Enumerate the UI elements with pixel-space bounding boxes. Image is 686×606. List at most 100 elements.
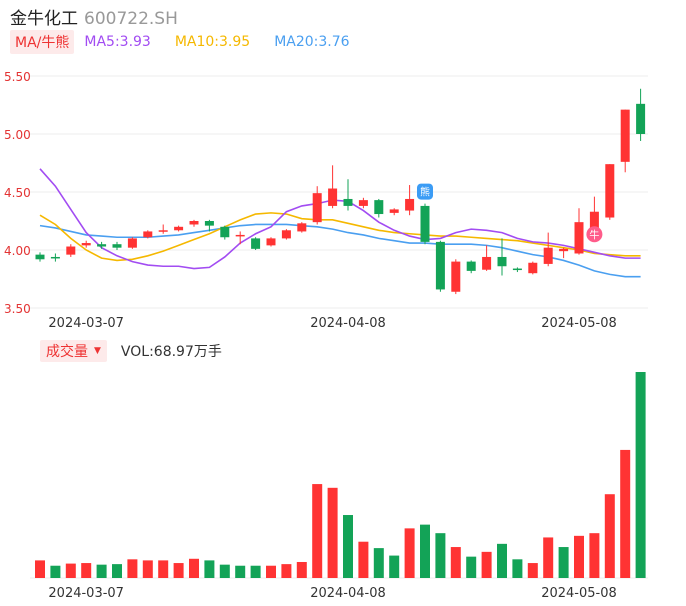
candle-body [251, 238, 261, 249]
volume-bar [620, 449, 631, 578]
ma20-legend: MA20:3.76 [274, 34, 350, 50]
price-tick-label: 3.50 [4, 302, 31, 316]
candle-body [50, 256, 60, 259]
volume-date-tick-label: 2024-05-08 [541, 586, 617, 601]
candle-body [158, 230, 168, 232]
ma20-line [39, 223, 641, 278]
volume-bar [189, 558, 199, 578]
volume-bar [327, 487, 338, 578]
volume-bar [404, 528, 415, 578]
volume-bar [281, 564, 292, 578]
volume-bar [450, 547, 461, 578]
candle-body [589, 211, 599, 228]
volume-bar [466, 556, 477, 578]
volume-bar [527, 563, 538, 578]
candle-body [636, 103, 646, 134]
candle-body [358, 200, 368, 206]
volume-bar [389, 555, 400, 578]
bear-signal-badge [417, 183, 433, 200]
candle-body [374, 200, 384, 215]
volume-bar [204, 560, 215, 578]
candle-body [266, 238, 276, 246]
candle-body [405, 198, 415, 211]
candle-body [389, 209, 399, 213]
bull-signal-badge [586, 226, 603, 243]
candle-body [482, 256, 492, 270]
volume-bar [373, 548, 384, 578]
indicator-row: MA/牛熊 MA5:3.93 MA10:3.95 MA20:3.76 [10, 30, 350, 54]
candle-body [281, 230, 291, 239]
volume-bar [142, 560, 153, 578]
bull-signal-label: 牛 [589, 228, 599, 241]
volume-date-tick-label: 2024-04-08 [310, 586, 386, 601]
candle-body [528, 262, 538, 274]
price-tick-label: 5.00 [4, 128, 31, 142]
volume-bar [96, 564, 107, 578]
volume-bar [158, 560, 169, 578]
candle-body [328, 188, 338, 206]
volume-bar [50, 565, 61, 578]
volume-bar [358, 541, 369, 578]
price-tick-label: 4.00 [4, 244, 31, 258]
candle-body [420, 205, 430, 242]
candle-body [497, 256, 507, 267]
volume-bar [250, 565, 261, 578]
candle-body [220, 226, 230, 238]
date-tick-label: 2024-04-08 [310, 316, 386, 331]
candle-body [297, 223, 307, 232]
volume-label: 成交量 [46, 344, 88, 360]
ma10-legend: MA10:3.95 [174, 34, 251, 50]
candle-body [605, 164, 615, 218]
candle-body [189, 221, 199, 225]
volume-bar [296, 561, 307, 578]
candle-body [127, 238, 137, 248]
volume-bar [312, 484, 323, 578]
candle-body [235, 234, 245, 237]
candle-body [66, 246, 76, 255]
volume-bar [589, 533, 600, 578]
candle-body [574, 222, 584, 254]
candle-body [543, 247, 553, 264]
volume-bar [543, 537, 554, 578]
volume-bar [81, 563, 92, 578]
candle-body [343, 198, 353, 206]
date-tick-label: 2024-03-07 [48, 316, 124, 331]
candle-body [174, 226, 184, 231]
caret-down-icon: ▼ [94, 346, 101, 356]
volume-bar [481, 551, 492, 578]
price-tick-label: 4.50 [4, 186, 31, 200]
stock-name: 金牛化工 [10, 9, 78, 29]
volume-bar [497, 543, 507, 578]
title-row: 金牛化工 600722.SH [10, 4, 178, 29]
volume-value: VOL:68.97万手 [120, 344, 222, 360]
date-tick-label: 2024-05-08 [541, 316, 617, 331]
candle-body [204, 221, 214, 226]
volume-bar [635, 372, 646, 578]
volume-bar [219, 564, 230, 578]
candle-body [97, 244, 107, 247]
volume-bar [435, 533, 446, 578]
candle-body [35, 254, 45, 260]
ma5-line [39, 168, 641, 270]
ma5-legend: MA5:3.93 [84, 34, 151, 50]
bear-signal-label: 熊 [420, 186, 430, 199]
volume-bar [112, 564, 122, 578]
volume-bar [173, 563, 184, 578]
indicator-selector[interactable]: MA/牛熊 [10, 30, 75, 54]
volume-bar [604, 494, 615, 578]
volume-header: 成交量 ▼ VOL:68.97万手 [40, 340, 222, 362]
candle-body [451, 261, 461, 292]
candle-body [143, 231, 153, 238]
stock-code: 600722.SH [84, 9, 178, 29]
ma10-line [39, 212, 641, 262]
volume-bar [558, 547, 569, 578]
candle-body [435, 241, 445, 290]
volume-bar [65, 563, 76, 578]
candle-body [512, 268, 522, 271]
volume-bar [35, 560, 45, 578]
volume-selector[interactable]: 成交量 ▼ [40, 340, 107, 362]
candle-body [112, 244, 122, 248]
volume-bar [420, 524, 430, 578]
volume-date-tick-label: 2024-03-07 [48, 586, 124, 601]
